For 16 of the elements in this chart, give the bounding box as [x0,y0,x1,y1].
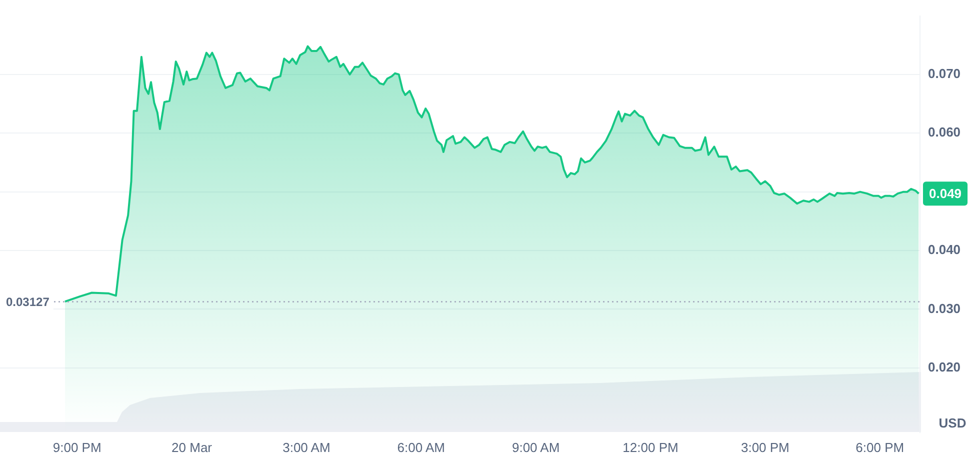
ref-line-label: 0.03127 [6,295,50,310]
y-tick-label: 0.030 [928,300,961,316]
x-tick-label: 6:00 AM [397,440,445,455]
x-tick-label: 3:00 AM [282,440,330,455]
y-tick-label: 0.060 [928,124,961,140]
x-tick-label: 20 Mar [172,440,213,455]
y-tick-label: 0.070 [928,66,961,82]
x-tick-label: 3:00 PM [740,440,790,455]
y-axis-title: USD [938,415,966,430]
text: 0.049 [929,186,962,202]
x-tick-label: 9:00 PM [52,440,102,455]
x-tick-label: 12:00 PM [622,440,678,455]
x-tick-label: 6:00 PM [856,440,904,455]
y-tick-label: 0.020 [928,359,961,374]
x-tick-label: 9:00 AM [512,440,560,455]
y-tick-label: 0.040 [928,242,961,258]
